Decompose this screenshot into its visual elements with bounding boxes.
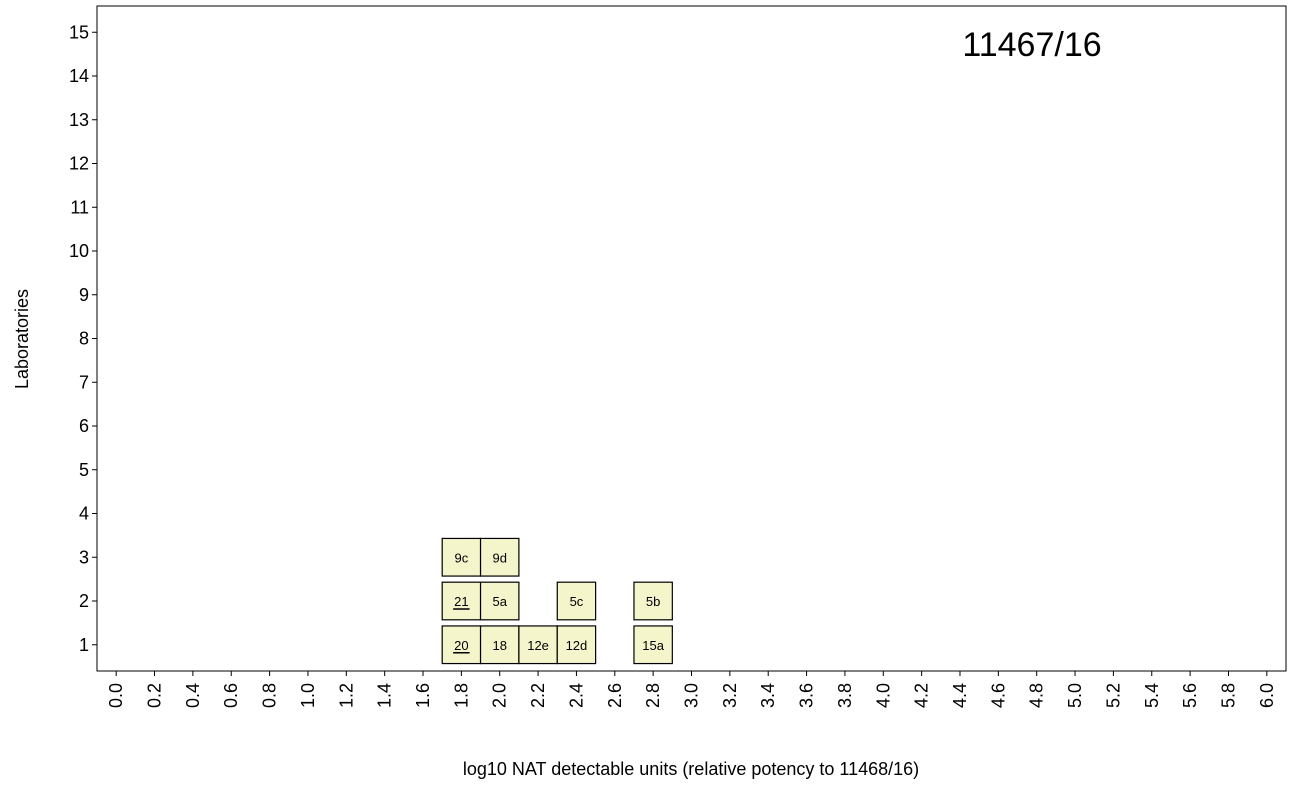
x-axis-title: log10 NAT detectable units (relative pot… [463,759,919,779]
lab-box-rect [633,625,673,665]
lab-box-rect [441,581,482,621]
x-tick-label: 3.0 [682,683,702,708]
x-tick-label: 4.2 [912,683,932,708]
x-tick-label: 1.4 [375,683,395,708]
y-tick-label: 13 [69,110,89,130]
x-tick-label: 1.8 [451,683,471,708]
x-tick-label: 0.0 [106,683,126,708]
x-tick-label: 6.0 [1257,683,1277,708]
lab-box: 12d [556,625,597,665]
lab-box-label: 5b [646,594,660,609]
lab-box-label: 12e [527,638,549,653]
lab-box-rect [556,581,597,621]
lab-box: 18 [479,625,520,665]
lab-box: 5a [479,581,520,621]
x-tick-label: 0.2 [145,683,165,708]
x-tick-label: 2.0 [490,683,510,708]
lab-box: 9d [479,537,520,577]
lab-box-label: 9c [455,550,469,565]
y-tick-label: 3 [79,547,89,567]
x-tick-label: 2.8 [643,683,663,708]
y-tick-label: 14 [69,66,89,86]
lab-box-rect [633,581,673,621]
lab-box-label: 5a [492,594,507,609]
x-tick-label: 3.8 [835,683,855,708]
lab-box-rect [479,625,520,665]
x-tick-label: 1.6 [413,683,433,708]
lab-box-rect [479,537,520,577]
x-tick-label: 5.6 [1180,683,1200,708]
x-tick-label: 0.6 [221,683,241,708]
lab-box-rect [556,625,597,665]
x-tick-label: 0.4 [183,683,203,708]
y-tick-label: 7 [79,372,89,392]
x-tick-label: 5.4 [1142,683,1162,708]
lab-box-label: 21 [454,594,468,609]
lab-box-label: 18 [492,638,506,653]
y-tick-label: 4 [79,504,89,524]
y-tick-label: 6 [79,416,89,436]
x-tick-label: 3.6 [797,683,817,708]
lab-box-rect [518,625,558,665]
y-tick-label: 11 [70,197,89,217]
lab-box-label: 9d [492,550,506,565]
x-tick-label: 0.8 [260,683,280,708]
x-tick-label: 3.2 [720,683,740,708]
lab-box: 9c [441,537,482,577]
x-axis: 0.0 0.2 0.4 0.6 0.8 1.0 1.2 1.4 1.6 1.8 2.0 2.2 2.4 2… [106,671,1277,708]
lab-box: 21 [441,581,482,621]
y-tick-label: 12 [69,154,89,174]
x-tick-label: 2.4 [566,683,586,708]
y-tick-label: 1 [79,635,89,655]
x-tick-label: 2.6 [605,683,625,708]
lab-box: 5c [556,581,597,621]
lab-box-label: 15a [642,638,664,653]
x-tick-label: 1.2 [336,683,356,708]
x-tick-label: 4.4 [950,683,970,708]
y-tick-label: 15 [69,22,89,42]
data-boxes: 20 21 9c 18 5a 9d 12e 12d 5c 15a 5b [441,537,673,665]
y-tick-label: 10 [69,241,89,261]
lab-box: 12e [518,625,558,665]
lab-box-label: 12d [566,638,588,653]
x-tick-label: 4.0 [873,683,893,708]
lab-box: 5b [633,581,673,621]
x-tick-label: 5.8 [1218,683,1238,708]
x-tick-label: 4.6 [988,683,1008,708]
lab-box: 15a [633,625,673,665]
x-tick-label: 2.2 [528,683,548,708]
lab-box-rect [479,581,520,621]
plot-frame [96,5,1287,672]
y-tick-label: 9 [79,285,89,305]
x-tick-label: 5.0 [1065,683,1085,708]
y-tick-label: 2 [79,591,89,611]
y-axis-title: Laboratories [12,289,32,389]
y-tick-label: 5 [79,460,89,480]
x-tick-label: 5.2 [1103,683,1123,708]
y-tick-label: 8 [79,329,89,349]
lab-box-label: 5c [570,594,584,609]
lab-box: 20 [441,625,482,665]
x-tick-label: 4.8 [1027,683,1047,708]
x-tick-label: 1.0 [298,683,318,708]
lab-box-label: 20 [454,638,468,653]
x-tick-label: 3.4 [758,683,778,708]
chart-title: 11467/16 [962,26,1101,64]
